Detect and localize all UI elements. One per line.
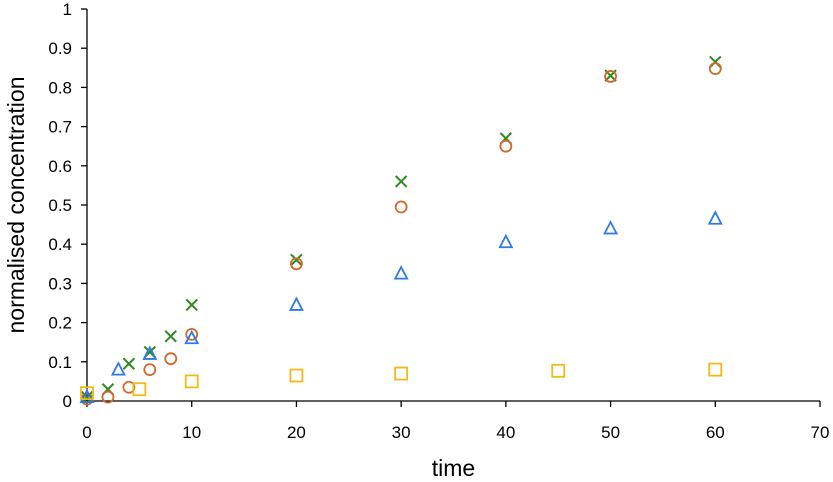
- x-tick-label: 10: [182, 423, 201, 442]
- y-tick-label: 0: [63, 392, 72, 411]
- y-tick-labels: 0 0.1 0.2 0.3 0.4 0.5 0.6 0.7 0.8 0.9 1: [48, 0, 72, 411]
- triangle-point: [184, 329, 200, 345]
- circle-point: [185, 327, 199, 341]
- square-point: [708, 362, 723, 377]
- cross-point: [122, 357, 136, 370]
- x-tick-label: 40: [496, 423, 515, 442]
- cross-point: [290, 253, 303, 267]
- square-point: [184, 374, 199, 389]
- y-tick-label: 0.1: [48, 353, 72, 372]
- square-point: [551, 363, 566, 378]
- circle-point: [394, 200, 408, 214]
- y-tick-label: 0.4: [48, 235, 72, 254]
- x-tick-labels: 0 10 20 30 40 50 60 70: [82, 423, 829, 442]
- cross-point: [185, 298, 198, 312]
- circle-point: [164, 352, 178, 366]
- triangle-point: [393, 265, 409, 280]
- cross-point: [394, 175, 408, 188]
- y-tick-label: 0.5: [48, 196, 72, 215]
- triangle-point: [142, 345, 158, 360]
- triangle-point: [288, 296, 304, 311]
- x-tick-label: 20: [287, 423, 306, 442]
- triangle-point: [707, 210, 723, 225]
- y-tick-label: 0.8: [48, 78, 72, 97]
- y-tick-label: 1: [63, 0, 72, 19]
- tick-marks: [81, 8, 821, 407]
- square-point: [394, 366, 409, 381]
- y-tick-label: 0.9: [48, 39, 72, 58]
- data-points: [79, 55, 723, 406]
- circle-point: [290, 257, 303, 271]
- x-tick-label: 30: [392, 423, 411, 442]
- cross-point: [80, 390, 94, 404]
- circle-point: [604, 70, 617, 83]
- y-tick-label: 0.6: [48, 157, 72, 176]
- circle-point: [122, 380, 136, 394]
- x-tick-label: 60: [706, 423, 725, 442]
- y-axis-title: normalised concentration: [3, 77, 29, 334]
- cross-point: [164, 330, 177, 343]
- circle-point: [499, 139, 513, 153]
- square-point: [80, 386, 94, 401]
- y-tick-label: 0.3: [48, 274, 72, 293]
- x-tick-label: 0: [82, 423, 91, 442]
- triangle-point: [110, 361, 126, 376]
- triangle-point: [498, 233, 514, 249]
- circle-point: [708, 62, 722, 75]
- square-point: [132, 382, 147, 397]
- circle-point: [143, 363, 157, 377]
- x-tick-label: 50: [601, 423, 620, 442]
- y-tick-label: 0.2: [48, 314, 72, 333]
- triangle-point: [79, 388, 95, 403]
- circle-point: [101, 390, 115, 404]
- y-tick-label: 0.7: [48, 118, 72, 137]
- triangle-point: [603, 220, 619, 235]
- x-tick-label: 70: [811, 423, 830, 442]
- x-axis-title: time: [432, 455, 475, 481]
- square-point: [289, 368, 304, 383]
